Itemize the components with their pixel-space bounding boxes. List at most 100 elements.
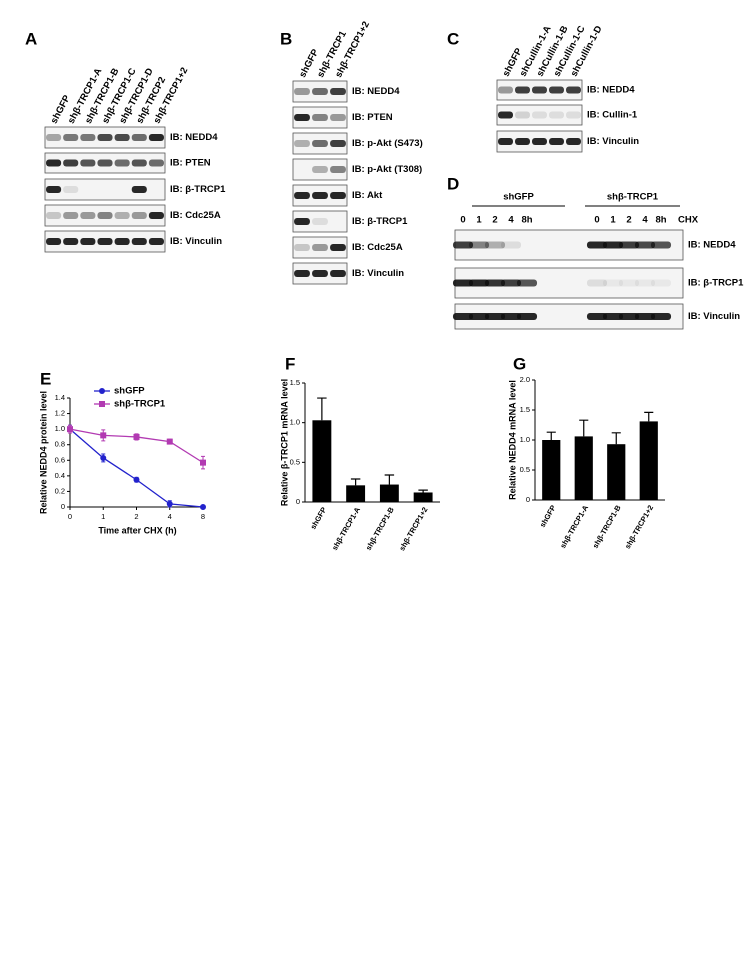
error-bar xyxy=(350,478,361,486)
band xyxy=(131,238,147,245)
band xyxy=(468,279,490,287)
band xyxy=(532,138,547,145)
band xyxy=(330,114,346,121)
band xyxy=(500,279,522,287)
bar xyxy=(346,485,366,502)
band xyxy=(312,166,328,173)
band xyxy=(618,241,640,249)
band xyxy=(549,138,564,145)
time-label: 2 xyxy=(492,215,497,226)
band xyxy=(500,313,522,320)
marker xyxy=(166,438,173,445)
y-axis-label: Relative NEDD4 mRNA level xyxy=(507,380,517,500)
legend-marker xyxy=(99,388,105,394)
y-tick-label: 1.2 xyxy=(55,409,65,418)
band xyxy=(312,192,328,199)
y-tick-label: 0.2 xyxy=(55,486,65,495)
band xyxy=(312,218,328,225)
band xyxy=(500,241,522,249)
time-label: 4 xyxy=(642,215,648,226)
bar xyxy=(312,420,332,502)
marker xyxy=(100,432,107,439)
blot-label: IB: NEDD4 xyxy=(170,132,218,143)
band xyxy=(131,186,147,193)
band xyxy=(46,212,62,219)
blot xyxy=(292,210,348,233)
panel-label: C xyxy=(447,29,459,48)
band xyxy=(330,192,346,199)
time-label: 0 xyxy=(460,215,465,226)
panel-label: G xyxy=(513,354,526,373)
band xyxy=(586,313,608,320)
band xyxy=(97,238,113,245)
time-label: 0 xyxy=(594,215,599,226)
y-axis-label: Relative NEDD4 protein level xyxy=(38,391,48,514)
band xyxy=(634,279,656,287)
band xyxy=(131,159,147,167)
band xyxy=(63,212,79,219)
y-tick-label: 1.0 xyxy=(290,418,300,427)
band xyxy=(602,313,624,320)
band xyxy=(586,279,608,287)
time-label: 1 xyxy=(476,215,482,226)
band xyxy=(148,134,164,141)
band xyxy=(63,134,79,141)
band xyxy=(294,244,310,251)
band xyxy=(294,140,310,147)
y-tick-label: 1.0 xyxy=(520,435,530,444)
error-bar xyxy=(611,432,621,445)
time-label: 8h xyxy=(655,215,666,226)
band xyxy=(294,192,310,199)
marker xyxy=(200,504,206,510)
x-tick-label: 1 xyxy=(101,512,105,521)
band xyxy=(330,166,346,173)
band xyxy=(468,313,490,320)
y-tick-label: 0.8 xyxy=(55,440,65,449)
group-label: shβ-TRCP1 xyxy=(607,192,659,203)
band xyxy=(549,86,564,94)
error-bar xyxy=(384,474,395,485)
blot-label: IB: PTEN xyxy=(352,112,393,123)
y-tick-label: 0 xyxy=(296,497,300,506)
band xyxy=(484,313,506,320)
blot xyxy=(292,236,348,259)
line xyxy=(69,428,204,508)
band xyxy=(452,313,474,320)
x-tick-label: shGFP xyxy=(308,505,328,530)
blot-label: IB: β-TRCP1 xyxy=(170,184,226,195)
bar xyxy=(413,492,433,502)
band xyxy=(294,88,310,95)
blot xyxy=(496,104,583,126)
blot-label: IB: p-Akt (T308) xyxy=(352,164,422,175)
band xyxy=(97,159,113,167)
blot-label: IB: NEDD4 xyxy=(352,86,400,97)
blot-label: IB: Cdc25A xyxy=(352,242,403,253)
band xyxy=(330,140,346,147)
band xyxy=(602,241,624,249)
band xyxy=(484,279,506,287)
panel-label: F xyxy=(285,354,295,373)
band xyxy=(97,212,113,219)
time-label: 8h xyxy=(521,215,532,226)
band xyxy=(566,138,581,145)
band xyxy=(618,313,640,320)
x-tick-label: shβ-TRCP1+2 xyxy=(397,505,429,552)
x-axis-label: Time after CHX (h) xyxy=(98,525,176,535)
band xyxy=(634,313,656,320)
y-axis-label: Relative β-TRCP1 mRNA level xyxy=(279,379,289,506)
blot-label: IB: β-TRCP1 xyxy=(352,216,408,227)
y-tick-label: 0.5 xyxy=(290,457,300,466)
band xyxy=(650,313,672,320)
blot-label: IB: Vinculin xyxy=(170,236,222,247)
band xyxy=(80,134,96,141)
legend-label: shGFP xyxy=(114,386,145,397)
marker xyxy=(166,500,173,507)
blot-label: IB: NEDD4 xyxy=(587,85,635,96)
band xyxy=(131,212,147,219)
x-tick-label: 2 xyxy=(134,512,138,521)
blot-label: IB: NEDD4 xyxy=(688,240,736,251)
band xyxy=(63,159,79,167)
x-tick-label: shGFP xyxy=(538,503,558,528)
band xyxy=(468,241,490,249)
band xyxy=(618,279,640,287)
